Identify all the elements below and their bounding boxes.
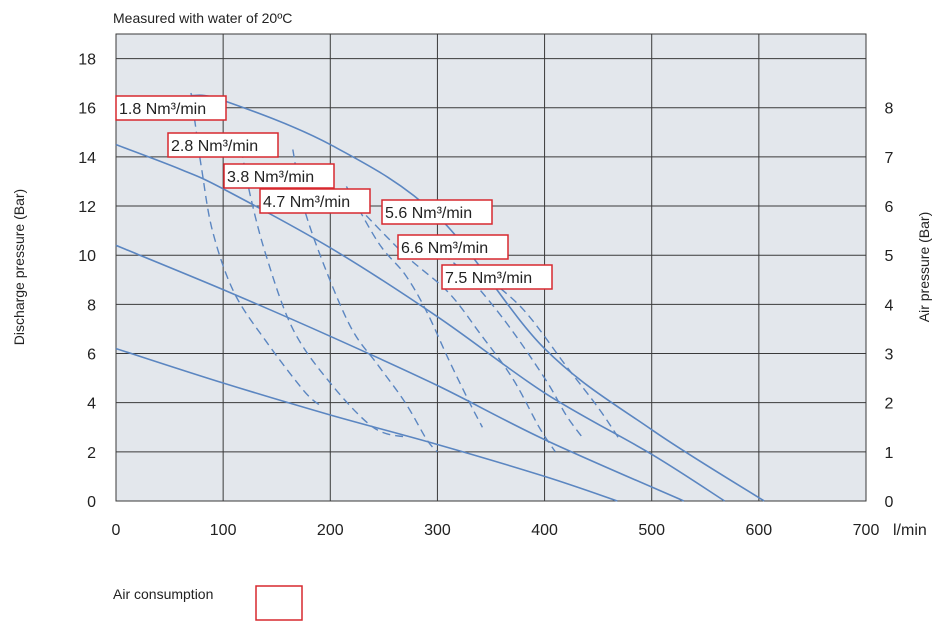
- air-consumption-label: 4.7 Nm³/min: [263, 194, 350, 211]
- air-consumption-label-box: [381, 199, 493, 225]
- y-tick-label-left: 0: [87, 494, 96, 511]
- y-tick-label-right: 6: [885, 199, 894, 216]
- y-tick-label-left: 10: [78, 248, 96, 265]
- air-consumption-label: 1.8 Nm³/min: [119, 101, 206, 118]
- y-tick-label-right: 7: [885, 150, 894, 167]
- legend-label: Air consumption: [113, 586, 213, 602]
- air-consumption-label-box: [397, 234, 509, 260]
- air-consumption-label-box: [115, 95, 227, 121]
- y-tick-label-right: 3: [885, 347, 894, 364]
- x-axis-unit-label: l/min: [893, 522, 927, 539]
- air-consumption-label-box: [167, 132, 279, 158]
- y-tick-label-right: 0: [885, 494, 894, 511]
- x-tick-label: 600: [746, 522, 773, 539]
- x-tick-label: 700: [853, 522, 880, 539]
- y-tick-label-left: 12: [78, 199, 96, 216]
- air-consumption-label: 5.6 Nm³/min: [385, 205, 472, 222]
- air-consumption-curve: [345, 186, 484, 428]
- y-tick-label-left: 18: [78, 52, 96, 69]
- air-consumption-curve: [292, 149, 438, 453]
- x-axis-ticks: 0 100 200 300 400 500 600 700: [112, 522, 880, 539]
- y-axis-label-left: Discharge pressure (Bar): [11, 189, 27, 345]
- air-pressure-curves: [115, 94, 765, 502]
- y-tick-label-right: 1: [885, 445, 894, 462]
- y-tick-label-left: 14: [78, 150, 96, 167]
- air-consumption-curve: [238, 137, 406, 438]
- air-consumption-labels: 1.8 Nm³/min 2.8 Nm³/min 3.8 Nm³/min 4.7 Nm³…: [115, 95, 553, 290]
- air-consumption-label-box: [259, 188, 371, 214]
- air-consumption-label: 7.5 Nm³/min: [445, 270, 532, 287]
- y-tick-label-left: 8: [87, 297, 96, 314]
- air-consumption-label: 2.8 Nm³/min: [171, 138, 258, 155]
- air-pressure-curve: [115, 347, 618, 502]
- y-tick-label-right: 4: [885, 297, 894, 314]
- y-tick-label-left: 4: [87, 396, 96, 413]
- y-tick-label-right: 8: [885, 101, 894, 118]
- air-pressure-curve: [115, 143, 726, 502]
- y-axis-ticks-left: 0 2 4 6 8 10 12 14 16 18: [78, 52, 96, 511]
- y-tick-label-left: 6: [87, 347, 96, 364]
- air-consumption-label-box: [223, 163, 335, 189]
- x-tick-label: 200: [317, 522, 344, 539]
- measurement-note: Measured with water of 20ºC: [113, 10, 292, 26]
- y-tick-label-right: 2: [885, 396, 894, 413]
- y-tick-label-left: 2: [87, 445, 96, 462]
- air-consumption-label-box: [441, 264, 553, 290]
- air-consumption-label: 3.8 Nm³/min: [227, 169, 314, 186]
- x-tick-label: 400: [531, 522, 558, 539]
- y-axis-label-right: Air pressure (Bar): [916, 212, 932, 322]
- air-pressure-curve: [115, 244, 685, 502]
- y-tick-label-left: 16: [78, 101, 96, 118]
- x-tick-label: 100: [210, 522, 237, 539]
- air-consumption-label: 6.6 Nm³/min: [401, 240, 488, 257]
- legend-swatch: [255, 585, 303, 621]
- x-tick-label: 0: [112, 522, 121, 539]
- y-axis-ticks-right: 0 1 2 3 4 5 6 7 8: [885, 101, 894, 511]
- x-tick-label: 300: [424, 522, 451, 539]
- y-tick-label-right: 5: [885, 248, 894, 265]
- x-tick-label: 500: [638, 522, 665, 539]
